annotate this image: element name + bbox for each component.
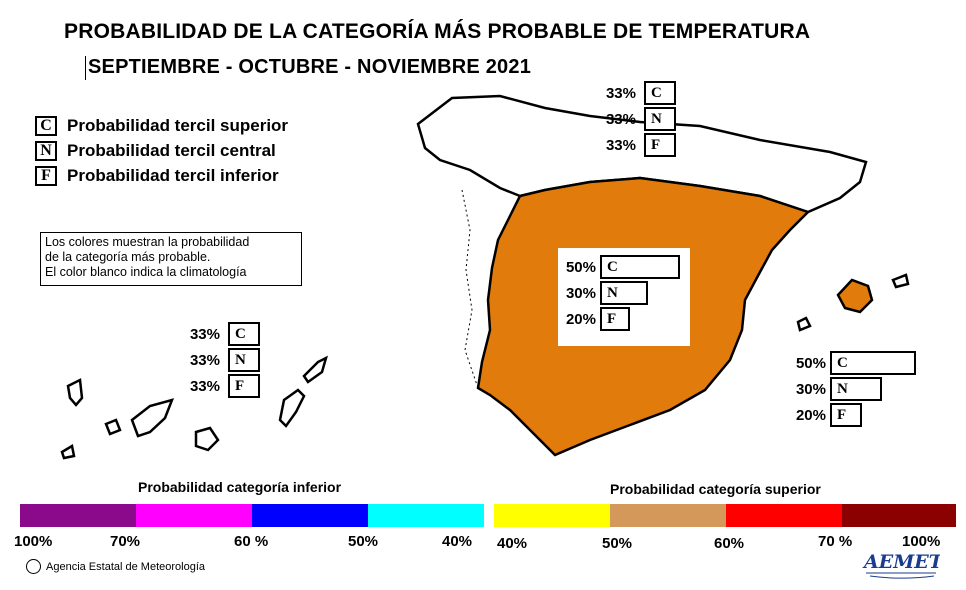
prob-percent: 30% [795, 380, 826, 398]
scale-swatch-upper-1 [494, 504, 610, 527]
scale-swatch-lower-4 [368, 504, 484, 527]
prob-row: 33% F [180, 373, 260, 399]
prob-row: 20% F [786, 402, 916, 428]
agency-credit: © Agencia Estatal de Meteorología [26, 559, 205, 574]
prob-row: 33% F [596, 132, 676, 158]
canary-island [60, 444, 76, 460]
prob-row: 20% F [558, 306, 690, 332]
canary-island [302, 355, 328, 384]
balearic-mallorca [836, 278, 874, 314]
prob-percent: 30% [565, 284, 596, 302]
prob-percent: 33% [189, 351, 220, 369]
prob-bar: F [600, 307, 630, 331]
prob-row: 33% N [596, 106, 676, 132]
prob-bar: F [644, 133, 676, 157]
legend-item-n: N Probabilidad tercil central [35, 141, 288, 161]
prob-row: 33% C [180, 321, 260, 347]
legend-item-f: F Probabilidad tercil inferior [35, 166, 288, 186]
prob-row: 30% N [558, 280, 690, 306]
prob-percent: 33% [605, 84, 636, 102]
scale-label: 100% [14, 533, 53, 550]
lower-scale-title: Probabilidad categoría inferior [138, 479, 342, 495]
prob-percent: 20% [565, 310, 596, 328]
scale-label: 60 % [234, 533, 269, 550]
scale-label: 40% [442, 533, 473, 550]
canary-island [66, 378, 84, 407]
map-subtitle: SEPTIEMBRE - OCTUBRE - NOVIEMBRE 2021 [88, 56, 532, 78]
scale-swatch-upper-4 [842, 504, 956, 527]
prob-percent: 50% [795, 354, 826, 372]
canary-island [278, 388, 306, 428]
subtitle-marker [85, 56, 86, 80]
aemet-logo: AEMET [862, 548, 945, 582]
map-title: PROBABILIDAD DE LA CATEGORÍA MÁS PROBABL… [64, 20, 811, 43]
aemet-logo-graphic: AEMET [862, 551, 945, 579]
prob-row: 33% N [180, 347, 260, 373]
prob-percent: 33% [189, 325, 220, 343]
scale-label: 50% [348, 533, 379, 550]
canary-probabilities: 33% C 33% N 33% F [180, 321, 260, 399]
balearic-probabilities: 50% C 30% N 20% F [786, 350, 916, 428]
canary-island [130, 398, 175, 438]
prob-bar: N [600, 281, 648, 305]
balearic-menorca [891, 273, 910, 289]
prob-percent: 33% [605, 136, 636, 154]
legend-text: Probabilidad tercil inferior [67, 166, 279, 185]
prob-bar: C [228, 322, 260, 346]
scale-swatch-lower-3 [252, 504, 368, 527]
scale-swatch-lower-2 [136, 504, 252, 527]
prob-row: 30% N [786, 376, 916, 402]
prob-bar: F [830, 403, 862, 427]
note-line: El color blanco indica la climatología [45, 265, 247, 279]
scale-label: 50% [602, 535, 633, 552]
note-line: de la categoría más probable. [45, 250, 211, 264]
legend-letter: F [35, 166, 57, 186]
prob-bar: F [228, 374, 260, 398]
prob-row: 50% C [786, 350, 916, 376]
prob-row: 50% C [558, 254, 690, 280]
prob-bar: C [830, 351, 916, 375]
legend-item-c: C Probabilidad tercil superior [35, 116, 288, 136]
legend-letter: C [35, 116, 57, 136]
scale-label: 100% [902, 533, 941, 550]
canary-island [194, 426, 220, 452]
canary-island [104, 418, 122, 436]
prob-bar: N [228, 348, 260, 372]
legend-letter: N [35, 141, 57, 161]
scale-label: 40% [497, 535, 528, 552]
northern-region [416, 94, 868, 214]
note-line: Los colores muestran la probabilidad [45, 235, 250, 249]
north-probabilities: 33% C 33% N 33% F [596, 80, 676, 158]
prob-row: 33% C [596, 80, 676, 106]
copyright-icon: © [26, 559, 41, 574]
aemet-logo-text: AEMET [862, 551, 940, 573]
scale-swatch-upper-2 [610, 504, 726, 527]
legend-text: Probabilidad tercil superior [67, 116, 289, 135]
scale-label: 70% [110, 533, 141, 550]
prob-bar: C [600, 255, 680, 279]
upper-scale-title: Probabilidad categoría superior [610, 481, 821, 497]
prob-percent: 33% [605, 110, 636, 128]
balearic-ibiza [796, 316, 812, 332]
agency-name: Agencia Estatal de Meteorología [46, 560, 205, 573]
scale-label: 60% [714, 535, 745, 552]
prob-percent: 50% [565, 258, 596, 276]
prob-bar: N [644, 107, 676, 131]
scale-label: 70 % [818, 533, 853, 550]
scale-swatch-lower-1 [20, 504, 136, 527]
prob-percent: 20% [795, 406, 826, 424]
prob-bar: N [830, 377, 882, 401]
prob-bar: C [644, 81, 676, 105]
legend-text: Probabilidad tercil central [67, 141, 276, 160]
category-legend: C Probabilidad tercil superior N Probabi… [35, 116, 288, 186]
prob-percent: 33% [189, 377, 220, 395]
center-probabilities: 50% C 30% N 20% F [558, 248, 690, 346]
portugal-border [461, 189, 479, 389]
color-explanation-note: Los colores muestran la probabilidad de … [40, 232, 302, 286]
scale-swatch-upper-3 [726, 504, 842, 527]
